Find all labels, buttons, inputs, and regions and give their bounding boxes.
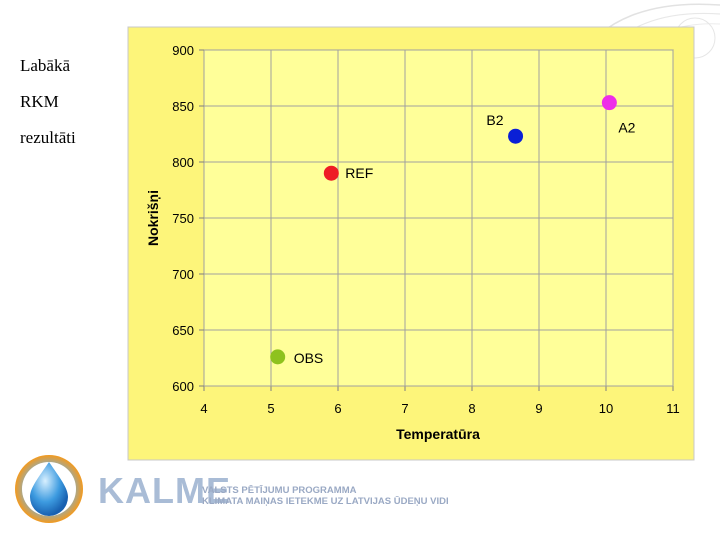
data-point-b2 <box>508 128 524 144</box>
program-line-1: VALSTS PĒTĪJUMU PROGRAMMA <box>202 485 357 496</box>
data-label-b2: B2 <box>486 112 503 128</box>
y-tick-label-800: 800 <box>172 155 194 170</box>
data-point-obs <box>270 349 286 365</box>
data-points: OBS REF B2 A2 <box>270 95 636 366</box>
y-tick-label-900: 900 <box>172 43 194 58</box>
x-tick-label-7: 7 <box>401 401 408 416</box>
data-label-obs: OBS <box>294 350 324 366</box>
water-drop-icon <box>30 462 68 516</box>
slide-title-line-1: Labākā <box>20 56 71 75</box>
slide-title-line-3: rezultāti <box>20 128 76 147</box>
program-name: VALSTS PĒTĪJUMU PROGRAMMA KLIMATA MAIŅAS… <box>202 485 449 507</box>
y-tick-label-650: 650 <box>172 323 194 338</box>
slide-title: Labākā RKM rezultāti <box>20 52 130 160</box>
x-tick-labels: 4 5 6 7 8 9 10 11 <box>200 401 679 416</box>
program-line-2: KLIMATA MAIŅAS IETEKME UZ LATVIJAS ŪDEŅU… <box>202 496 449 507</box>
y-tick-label-850: 850 <box>172 99 194 114</box>
slide-title-line-2: RKM <box>20 92 59 111</box>
x-tick-label-5: 5 <box>267 401 274 416</box>
x-tick-label-6: 6 <box>334 401 341 416</box>
x-tick-label-8: 8 <box>468 401 475 416</box>
y-tick-label-700: 700 <box>172 267 194 282</box>
data-label-a2: A2 <box>618 120 635 136</box>
data-point-ref <box>323 165 339 181</box>
y-tick-labels: 600 650 700 750 800 850 900 <box>172 43 194 394</box>
x-tick-label-4: 4 <box>200 401 207 416</box>
x-axis-label: Temperatūra <box>396 426 480 442</box>
y-axis-label: Nokrišņi <box>145 190 161 246</box>
x-tick-label-10: 10 <box>599 401 613 416</box>
footer-logo <box>15 455 83 523</box>
brand-name: KALME <box>98 470 231 511</box>
y-tick-label-600: 600 <box>172 379 194 394</box>
data-point-a2 <box>601 95 617 111</box>
data-label-ref: REF <box>345 165 373 181</box>
y-tick-label-750: 750 <box>172 211 194 226</box>
x-tick-label-11: 11 <box>666 401 680 416</box>
x-tick-label-9: 9 <box>535 401 542 416</box>
